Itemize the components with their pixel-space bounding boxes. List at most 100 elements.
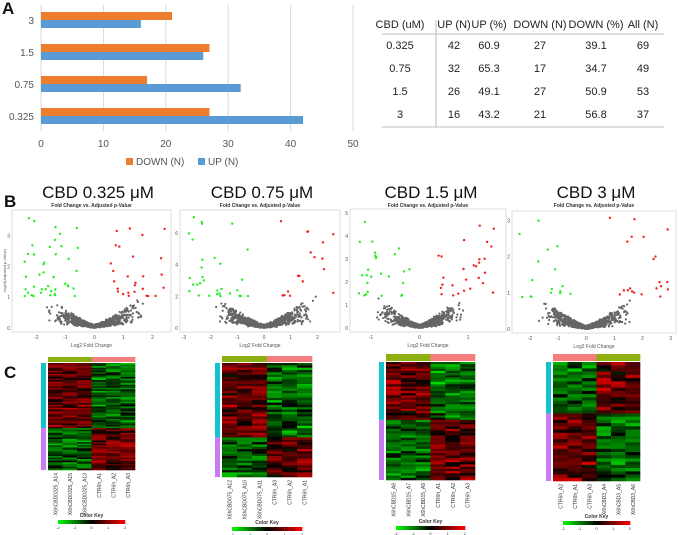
point-green — [30, 293, 33, 297]
color-key-segment — [278, 527, 282, 531]
column-label: CTR6h_A2 — [111, 473, 117, 498]
point-ns — [119, 316, 122, 319]
point-ns — [554, 310, 557, 314]
heatmap-cell — [252, 376, 268, 380]
heatmap-cell — [415, 442, 431, 445]
point-red — [474, 265, 478, 268]
point-ns — [574, 326, 577, 329]
x-tick-label: 2 — [316, 335, 319, 341]
heatmap-cell — [445, 388, 461, 392]
heatmap-cell — [252, 379, 268, 382]
heatmap-cell — [252, 437, 268, 441]
y-tick-label: 2 — [507, 255, 510, 261]
point-ns — [548, 318, 551, 322]
color-key-segment — [63, 520, 67, 524]
point-green — [48, 245, 51, 249]
point-ns — [556, 323, 559, 327]
heatmap-cell — [297, 386, 313, 389]
point-red — [163, 227, 166, 231]
color-key-segment — [58, 520, 62, 524]
point-ns — [621, 307, 624, 310]
point-ns — [293, 309, 296, 312]
point-red — [283, 294, 286, 297]
point-ns — [586, 327, 589, 330]
heatmap-cell — [267, 423, 283, 427]
heatmap-cell — [297, 397, 313, 401]
heatmap-cell — [282, 451, 298, 455]
heatmap-cell — [400, 382, 416, 385]
point-ns — [77, 316, 80, 320]
heatmap-cell — [430, 408, 446, 412]
heatmap-cell — [297, 418, 313, 422]
heatmap-cell — [297, 458, 313, 462]
point-ns — [384, 319, 387, 323]
point-ns — [232, 320, 235, 323]
point-green — [370, 275, 373, 278]
point-green — [60, 245, 63, 248]
point-red — [298, 274, 301, 278]
point-ns — [79, 320, 82, 324]
point-ns — [461, 309, 465, 312]
heatmap-cell — [297, 472, 313, 475]
point-ns — [280, 323, 284, 326]
point-ns — [58, 317, 61, 320]
heatmap-cell — [267, 465, 283, 468]
heatmap-cell — [222, 423, 238, 427]
point-ns — [77, 321, 80, 324]
heatmap-cell — [415, 366, 431, 369]
point-ns — [619, 314, 622, 317]
point-ns — [127, 316, 130, 319]
heatmap-cell — [297, 414, 313, 417]
point-green — [198, 282, 202, 285]
point-ns — [376, 316, 379, 319]
summary-table: CBD (uM) UP (N) UP (%) DOWN (N) DOWN (%) All … — [376, 19, 664, 128]
point-ns — [226, 317, 229, 320]
point-green — [200, 266, 203, 269]
heatmap-cell — [460, 428, 476, 432]
heatmap-cell — [400, 428, 416, 432]
heatmap-cell — [400, 426, 416, 430]
point-ns — [440, 319, 443, 322]
point-ns — [602, 320, 606, 323]
heatmap-cell — [282, 404, 298, 408]
point-ns — [628, 299, 631, 302]
heatmap-cell — [297, 463, 313, 466]
point-ns — [441, 316, 444, 319]
heatmap-cell — [297, 439, 313, 443]
heatmap-cell — [430, 379, 446, 383]
heatmap-cell — [252, 421, 268, 424]
heatmap-cell — [430, 390, 446, 394]
point-red — [162, 286, 165, 289]
heatmap-cell — [267, 442, 283, 445]
point-ns — [136, 299, 139, 302]
heatmap-cell — [445, 439, 461, 443]
point-red — [142, 275, 145, 278]
point-ns — [405, 320, 409, 323]
point-ns — [547, 322, 550, 326]
heatmap-cell — [252, 393, 268, 396]
heatmap-cell — [460, 382, 476, 385]
point-green — [200, 220, 203, 224]
point-ns — [296, 310, 299, 314]
point-ns — [84, 321, 87, 324]
table-cell: 16 — [448, 109, 460, 121]
point-ns — [300, 322, 303, 326]
point-ns — [452, 311, 455, 314]
heatmap-cell — [237, 474, 253, 478]
heatmap-cell — [282, 372, 298, 375]
heatmap-cell — [297, 435, 313, 438]
heatmap-cell — [252, 470, 268, 473]
heatmap-cell — [400, 402, 416, 405]
heatmap-cell — [400, 422, 416, 425]
heatmap-cell — [415, 373, 431, 376]
heatmap-cell — [445, 410, 461, 414]
heatmap-cell — [267, 363, 283, 366]
heatmap-cell — [400, 375, 416, 378]
heatmap-cell — [267, 400, 283, 403]
heatmap-cell — [267, 472, 283, 475]
heatmap-cell — [460, 377, 476, 381]
point-ns — [566, 319, 570, 322]
heatmap-cell — [386, 426, 402, 430]
row-group-bar-down — [215, 437, 220, 477]
point-red — [485, 240, 489, 244]
